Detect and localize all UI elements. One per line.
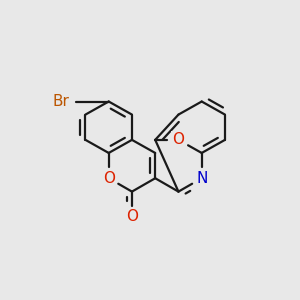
Text: O: O	[126, 209, 138, 224]
Text: N: N	[196, 171, 207, 186]
Text: Br: Br	[52, 94, 69, 109]
Text: O: O	[172, 132, 184, 147]
Text: O: O	[103, 171, 115, 186]
